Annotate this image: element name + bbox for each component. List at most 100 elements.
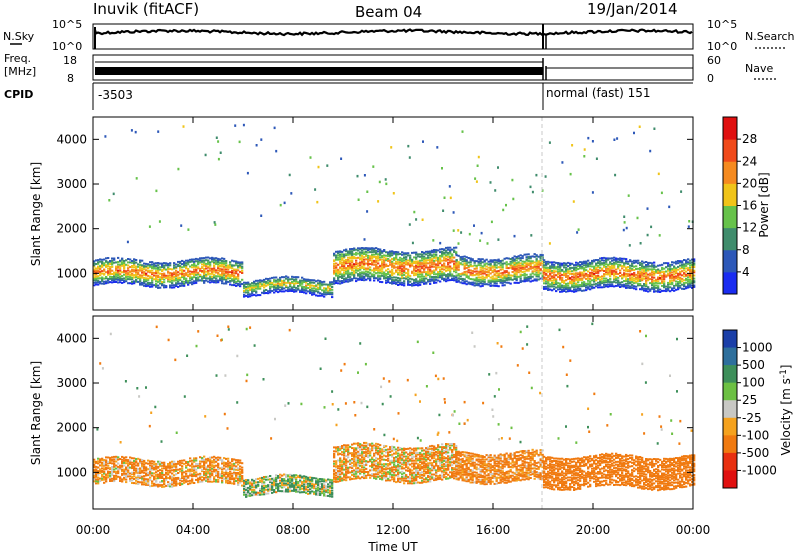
power-cell — [494, 189, 497, 192]
velocity-cell — [281, 474, 284, 477]
power-cell — [209, 279, 212, 282]
power-cell — [515, 273, 518, 276]
velocity-cell — [337, 475, 340, 478]
power-cell — [451, 259, 454, 262]
power-cell — [321, 283, 324, 286]
cpid-panel: CPID -3503 normal (fast) 151 — [4, 82, 693, 110]
power-cell — [251, 288, 254, 291]
power-cell — [211, 277, 214, 280]
velocity-cell — [193, 482, 196, 484]
power-cell — [671, 281, 674, 284]
power-cell — [567, 284, 570, 287]
power-cell — [629, 270, 632, 273]
velocity-cell — [357, 454, 360, 457]
power-cell — [687, 225, 690, 228]
velocity-cell — [165, 478, 168, 481]
velocity-cell — [95, 469, 98, 472]
freq-tick-low: 8 — [67, 72, 74, 85]
power-cell — [443, 268, 446, 271]
velocity-cell — [355, 472, 358, 475]
velocity-cell — [173, 484, 176, 487]
power-cell — [201, 277, 204, 280]
power-cell — [193, 276, 196, 279]
power-cell — [281, 276, 284, 279]
power-cell — [443, 277, 446, 280]
power-cell — [533, 261, 536, 264]
velocity-cell — [313, 483, 316, 486]
power-cell — [646, 233, 649, 237]
velocity-cell — [363, 470, 366, 473]
velocity-cell — [293, 482, 296, 485]
power-cell — [319, 282, 322, 284]
velocity-cell — [167, 471, 170, 474]
velocity-cell — [179, 478, 182, 480]
power-cell — [409, 260, 412, 262]
power-cell — [183, 280, 186, 283]
power-cell — [631, 278, 634, 281]
power-cell — [389, 255, 392, 258]
power-cell — [569, 264, 572, 266]
power-cell — [273, 288, 276, 291]
power-cell — [109, 267, 112, 270]
velocity-cell — [129, 456, 132, 459]
power-cell — [645, 264, 648, 266]
velocity-cell — [105, 480, 108, 483]
velocity-cell — [361, 465, 364, 467]
power-cell — [139, 264, 142, 266]
power-cell — [515, 279, 518, 282]
velocity-cell — [343, 451, 346, 454]
velocity-cell — [105, 473, 108, 476]
power-cell — [569, 278, 572, 281]
power-cell — [535, 254, 538, 257]
power-cell — [151, 273, 154, 276]
velocity-cell — [179, 461, 182, 464]
power-cell — [637, 267, 640, 270]
power-cell — [175, 277, 178, 280]
velocity-cell — [353, 458, 356, 461]
power-cell — [491, 265, 494, 268]
power-cell — [393, 262, 396, 265]
power-cell — [129, 270, 132, 273]
power-cell — [575, 279, 578, 282]
power-cell — [291, 278, 294, 281]
velocity-cell — [351, 462, 354, 464]
velocity-cell — [337, 447, 340, 450]
power-cell — [213, 265, 216, 267]
power-cell — [405, 252, 408, 255]
power-cell — [105, 260, 108, 263]
velocity-cell — [261, 485, 264, 488]
power-cell — [253, 282, 256, 285]
power-cell — [333, 282, 336, 285]
power-cell — [401, 260, 404, 263]
velocity-cell — [235, 468, 238, 471]
power-cell — [117, 256, 120, 259]
power-cell — [539, 253, 542, 256]
power-cell — [345, 270, 348, 273]
power-cell — [93, 264, 96, 267]
velocity-cell — [211, 472, 214, 475]
power-cell — [123, 279, 126, 282]
power-cell — [191, 264, 194, 267]
power-cell — [665, 274, 668, 277]
power-cell — [517, 271, 520, 274]
velocity-cell — [247, 481, 250, 484]
power-cell — [613, 261, 616, 264]
power-cell — [177, 265, 180, 267]
power-cell — [329, 291, 332, 294]
power-cell — [123, 277, 126, 280]
power-cell — [389, 275, 392, 278]
power-cell — [679, 260, 682, 263]
power-cell — [680, 190, 683, 193]
power-cell — [107, 270, 110, 273]
power-cell — [353, 263, 356, 266]
power-cell — [411, 241, 414, 245]
power-cell — [631, 268, 634, 271]
velocity-cell — [347, 470, 350, 473]
power-cell — [527, 257, 530, 260]
power-cell — [449, 259, 452, 262]
power-cell — [173, 264, 176, 267]
velocity-cell — [341, 467, 344, 469]
velocity-cell — [351, 457, 354, 460]
power-cell — [467, 261, 470, 264]
